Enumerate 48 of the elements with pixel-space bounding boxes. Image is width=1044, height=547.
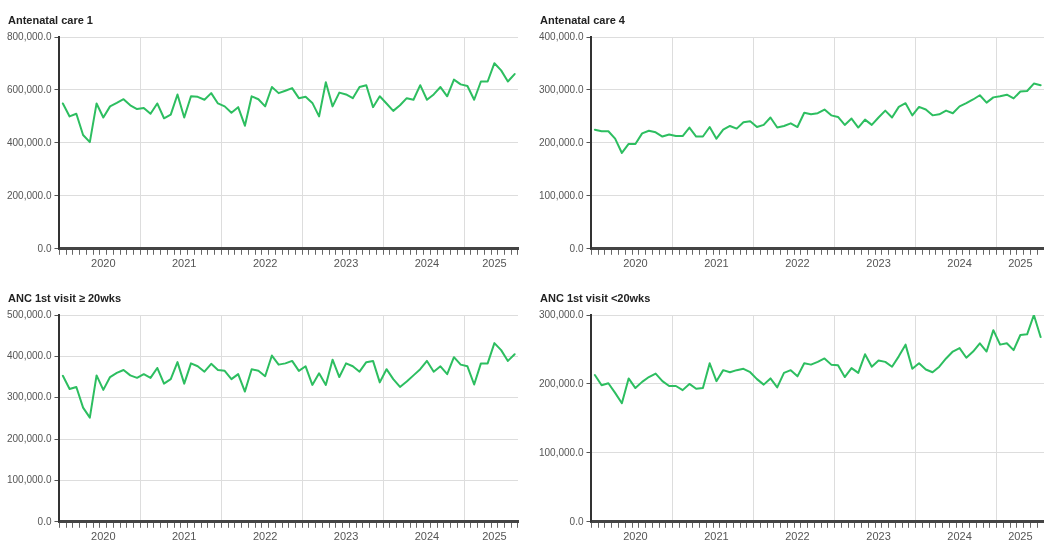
y-tick-label: 100,000.0 bbox=[6, 474, 52, 486]
x-tick-label: 2023 bbox=[333, 530, 359, 543]
x-tick-label: 2023 bbox=[866, 257, 891, 270]
y-tick-label: 200,000.0 bbox=[538, 377, 584, 389]
y-tick-label: 200,000.0 bbox=[6, 432, 52, 444]
chart-title: ANC 1st visit <20wks bbox=[540, 291, 652, 306]
chart-title: Antenatal care 1 bbox=[8, 13, 94, 28]
x-tick-label: 2023 bbox=[866, 530, 891, 543]
x-tick-label: 2025 bbox=[482, 257, 507, 270]
x-tick-label: 2020 bbox=[623, 257, 648, 270]
y-tick-label: 500,000.0 bbox=[6, 308, 52, 320]
x-tick-label: 2021 bbox=[171, 257, 197, 270]
x-tick-label: 2025 bbox=[1008, 530, 1033, 543]
x-tick-label: 2021 bbox=[171, 530, 197, 543]
x-tick-label: 2022 bbox=[252, 257, 278, 270]
chart-title: Antenatal care 4 bbox=[540, 13, 626, 28]
x-tick-label: 2020 bbox=[91, 530, 116, 543]
x-tick-label: 2024 bbox=[947, 530, 972, 543]
x-tick-label: 2020 bbox=[91, 257, 116, 270]
x-tick-label: 2024 bbox=[414, 257, 440, 270]
y-tick-label: 100,000.0 bbox=[538, 446, 584, 458]
y-tick-label: 100,000.0 bbox=[538, 189, 584, 201]
y-tick-label: 300,000.0 bbox=[538, 83, 584, 95]
y-tick-label: 0.0 bbox=[37, 515, 52, 527]
y-tick-label: 0.0 bbox=[37, 242, 52, 254]
x-tick-label: 2024 bbox=[414, 530, 440, 543]
x-tick-label: 2021 bbox=[704, 257, 729, 270]
chart-title: ANC 1st visit ≥ 20wks bbox=[8, 291, 123, 306]
x-tick-label: 2024 bbox=[947, 257, 972, 270]
y-tick-label: 0.0 bbox=[569, 242, 584, 254]
x-tick-label: 2020 bbox=[623, 530, 648, 543]
y-tick-label: 200,000.0 bbox=[6, 189, 52, 201]
y-tick-label: 200,000.0 bbox=[538, 136, 584, 148]
y-tick-label: 400,000.0 bbox=[6, 136, 52, 148]
x-tick-label: 2022 bbox=[252, 530, 278, 543]
x-tick-label: 2023 bbox=[333, 257, 359, 270]
x-tick-label: 2025 bbox=[482, 530, 507, 543]
y-tick-label: 300,000.0 bbox=[538, 308, 584, 320]
y-tick-label: 0.0 bbox=[569, 515, 584, 527]
y-tick-label: 600,000.0 bbox=[6, 83, 52, 95]
x-tick-label: 2025 bbox=[1008, 257, 1033, 270]
x-tick-label: 2021 bbox=[704, 530, 729, 543]
x-tick-label: 2022 bbox=[785, 257, 810, 270]
x-tick-label: 2022 bbox=[785, 530, 810, 543]
y-tick-label: 800,000.0 bbox=[6, 30, 52, 42]
y-tick-label: 400,000.0 bbox=[538, 30, 584, 42]
y-tick-label: 400,000.0 bbox=[6, 350, 52, 362]
y-tick-label: 300,000.0 bbox=[6, 391, 52, 403]
